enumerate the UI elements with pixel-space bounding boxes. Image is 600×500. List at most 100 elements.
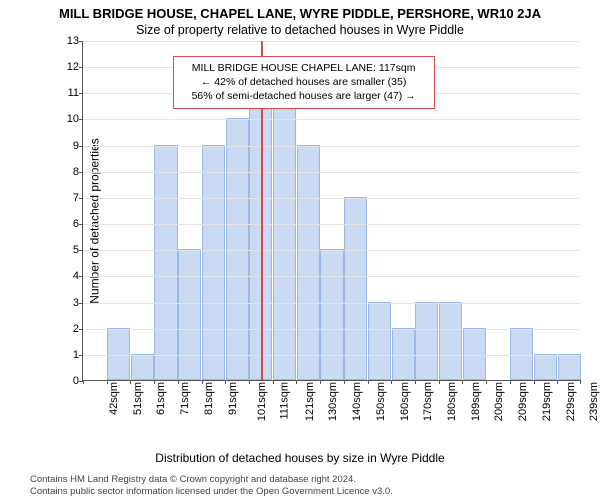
xtick-label: 200sqm xyxy=(494,382,506,421)
gridline xyxy=(83,41,580,42)
xtick-mark xyxy=(344,380,345,384)
annotation-box: MILL BRIDGE HOUSE CHAPEL LANE: 117sqm← 4… xyxy=(173,56,435,109)
histogram-bar xyxy=(202,145,225,380)
gridline xyxy=(83,276,580,277)
histogram-bar xyxy=(463,328,486,380)
histogram-bar xyxy=(510,328,533,380)
xtick-mark xyxy=(510,380,511,384)
xtick-label: 101sqm xyxy=(256,382,268,421)
histogram-bar xyxy=(273,92,296,380)
annotation-line3: 56% of semi-detached houses are larger (… xyxy=(180,89,428,103)
xtick-mark xyxy=(225,380,226,384)
xtick-label: 170sqm xyxy=(422,382,434,421)
gridline xyxy=(83,355,580,356)
ytick-mark xyxy=(79,67,83,68)
histogram-bar xyxy=(368,302,391,380)
xtick-mark xyxy=(296,380,297,384)
ytick-label: 0 xyxy=(61,375,79,387)
gridline xyxy=(83,303,580,304)
ytick-mark xyxy=(79,146,83,147)
xtick-mark xyxy=(439,380,440,384)
gridline xyxy=(83,224,580,225)
histogram-bar xyxy=(415,302,438,380)
ytick-mark xyxy=(79,93,83,94)
ytick-mark xyxy=(79,172,83,173)
xtick-mark xyxy=(320,380,321,384)
xtick-label: 189sqm xyxy=(470,382,482,421)
ytick-mark xyxy=(79,41,83,42)
xtick-mark xyxy=(368,380,369,384)
ytick-label: 2 xyxy=(61,323,79,335)
ytick-mark xyxy=(79,224,83,225)
xtick-label: 121sqm xyxy=(304,382,316,421)
xtick-label: 51sqm xyxy=(132,382,144,415)
xtick-mark xyxy=(273,380,274,384)
xtick-mark xyxy=(462,380,463,384)
xtick-label: 81sqm xyxy=(203,382,215,415)
xtick-label: 42sqm xyxy=(108,382,120,415)
gridline xyxy=(83,250,580,251)
footer-line1: Contains HM Land Registry data © Crown c… xyxy=(30,474,356,485)
xtick-label: 229sqm xyxy=(565,382,577,421)
xtick-mark xyxy=(580,380,581,384)
xtick-mark xyxy=(534,380,535,384)
histogram-bar xyxy=(558,354,581,380)
plot-region: 01234567891011121342sqm51sqm61sqm71sqm81… xyxy=(82,41,580,381)
xtick-label: 219sqm xyxy=(541,382,553,421)
gridline xyxy=(83,329,580,330)
annotation-line1: MILL BRIDGE HOUSE CHAPEL LANE: 117sqm xyxy=(180,61,428,75)
histogram-bar xyxy=(320,249,343,380)
xtick-label: 71sqm xyxy=(179,382,191,415)
ytick-label: 11 xyxy=(61,87,79,99)
ytick-mark xyxy=(79,250,83,251)
ytick-mark xyxy=(79,329,83,330)
chart-subtitle: Size of property relative to detached ho… xyxy=(0,21,600,41)
ytick-mark xyxy=(79,355,83,356)
ytick-label: 8 xyxy=(61,166,79,178)
chart-area: Number of detached properties 0123456789… xyxy=(60,41,580,401)
ytick-label: 5 xyxy=(61,244,79,256)
ytick-mark xyxy=(79,119,83,120)
annotation-line2: ← 42% of detached houses are smaller (35… xyxy=(180,75,428,89)
ytick-mark xyxy=(79,198,83,199)
xtick-label: 91sqm xyxy=(227,382,239,415)
histogram-bar xyxy=(534,354,557,380)
x-axis-label: Distribution of detached houses by size … xyxy=(0,401,600,465)
xtick-label: 61sqm xyxy=(155,382,167,415)
xtick-label: 111sqm xyxy=(279,382,291,420)
xtick-label: 150sqm xyxy=(375,382,387,421)
ytick-label: 7 xyxy=(61,192,79,204)
xtick-mark xyxy=(415,380,416,384)
xtick-label: 140sqm xyxy=(351,382,363,421)
histogram-bar xyxy=(154,145,177,380)
ytick-label: 3 xyxy=(61,297,79,309)
gridline xyxy=(83,172,580,173)
ytick-mark xyxy=(79,276,83,277)
xtick-mark xyxy=(178,380,179,384)
ytick-label: 9 xyxy=(61,140,79,152)
xtick-mark xyxy=(249,380,250,384)
ytick-label: 13 xyxy=(61,35,79,47)
xtick-label: 160sqm xyxy=(399,382,411,421)
histogram-bar xyxy=(439,302,462,380)
ytick-mark xyxy=(79,303,83,304)
xtick-mark xyxy=(391,380,392,384)
gridline xyxy=(83,198,580,199)
xtick-mark xyxy=(557,380,558,384)
histogram-bar xyxy=(178,249,201,380)
xtick-label: 209sqm xyxy=(517,382,529,421)
ytick-label: 1 xyxy=(61,349,79,361)
histogram-bar xyxy=(131,354,154,380)
xtick-mark xyxy=(202,380,203,384)
ytick-label: 10 xyxy=(61,113,79,125)
histogram-bar xyxy=(107,328,130,380)
xtick-mark xyxy=(154,380,155,384)
xtick-label: 180sqm xyxy=(446,382,458,421)
gridline xyxy=(83,119,580,120)
ytick-label: 6 xyxy=(61,218,79,230)
histogram-bar xyxy=(297,145,320,380)
gridline xyxy=(83,146,580,147)
xtick-mark xyxy=(486,380,487,384)
xtick-label: 239sqm xyxy=(588,382,600,421)
xtick-mark xyxy=(107,380,108,384)
